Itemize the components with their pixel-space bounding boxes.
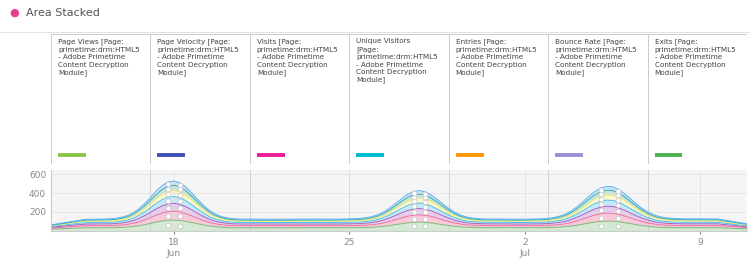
Text: Entries [Page:
primetime:drm:HTML5
- Adobe Primetime
Content Decryption
Module]: Entries [Page: primetime:drm:HTML5 - Ado… xyxy=(456,38,538,76)
Text: Visits [Page:
primetime:drm:HTML5
- Adobe Primetime
Content Decryption
Module]: Visits [Page: primetime:drm:HTML5 - Adob… xyxy=(256,38,338,76)
Text: Exits [Page:
primetime:drm:HTML5
- Adobe Primetime
Content Decryption
Module]: Exits [Page: primetime:drm:HTML5 - Adobe… xyxy=(655,38,736,76)
Text: Page Views [Page:
primetime:drm:HTML5
- Adobe Primetime
Content Decryption
Modul: Page Views [Page: primetime:drm:HTML5 - … xyxy=(58,38,140,76)
Text: Bounce Rate [Page:
primetime:drm:HTML5
- Adobe Primetime
Content Decryption
Modu: Bounce Rate [Page: primetime:drm:HTML5 -… xyxy=(555,38,637,76)
Text: Unique Visitors
[Page:
primetime:drm:HTML5
- Adobe Primetime
Content Decryption
: Unique Visitors [Page: primetime:drm:HTM… xyxy=(356,38,438,83)
Text: Area Stacked: Area Stacked xyxy=(26,8,100,18)
Text: ●: ● xyxy=(10,8,20,18)
Text: Page Velocity [Page:
primetime:drm:HTML5
- Adobe Primetime
Content Decryption
Mo: Page Velocity [Page: primetime:drm:HTML5… xyxy=(158,38,239,76)
